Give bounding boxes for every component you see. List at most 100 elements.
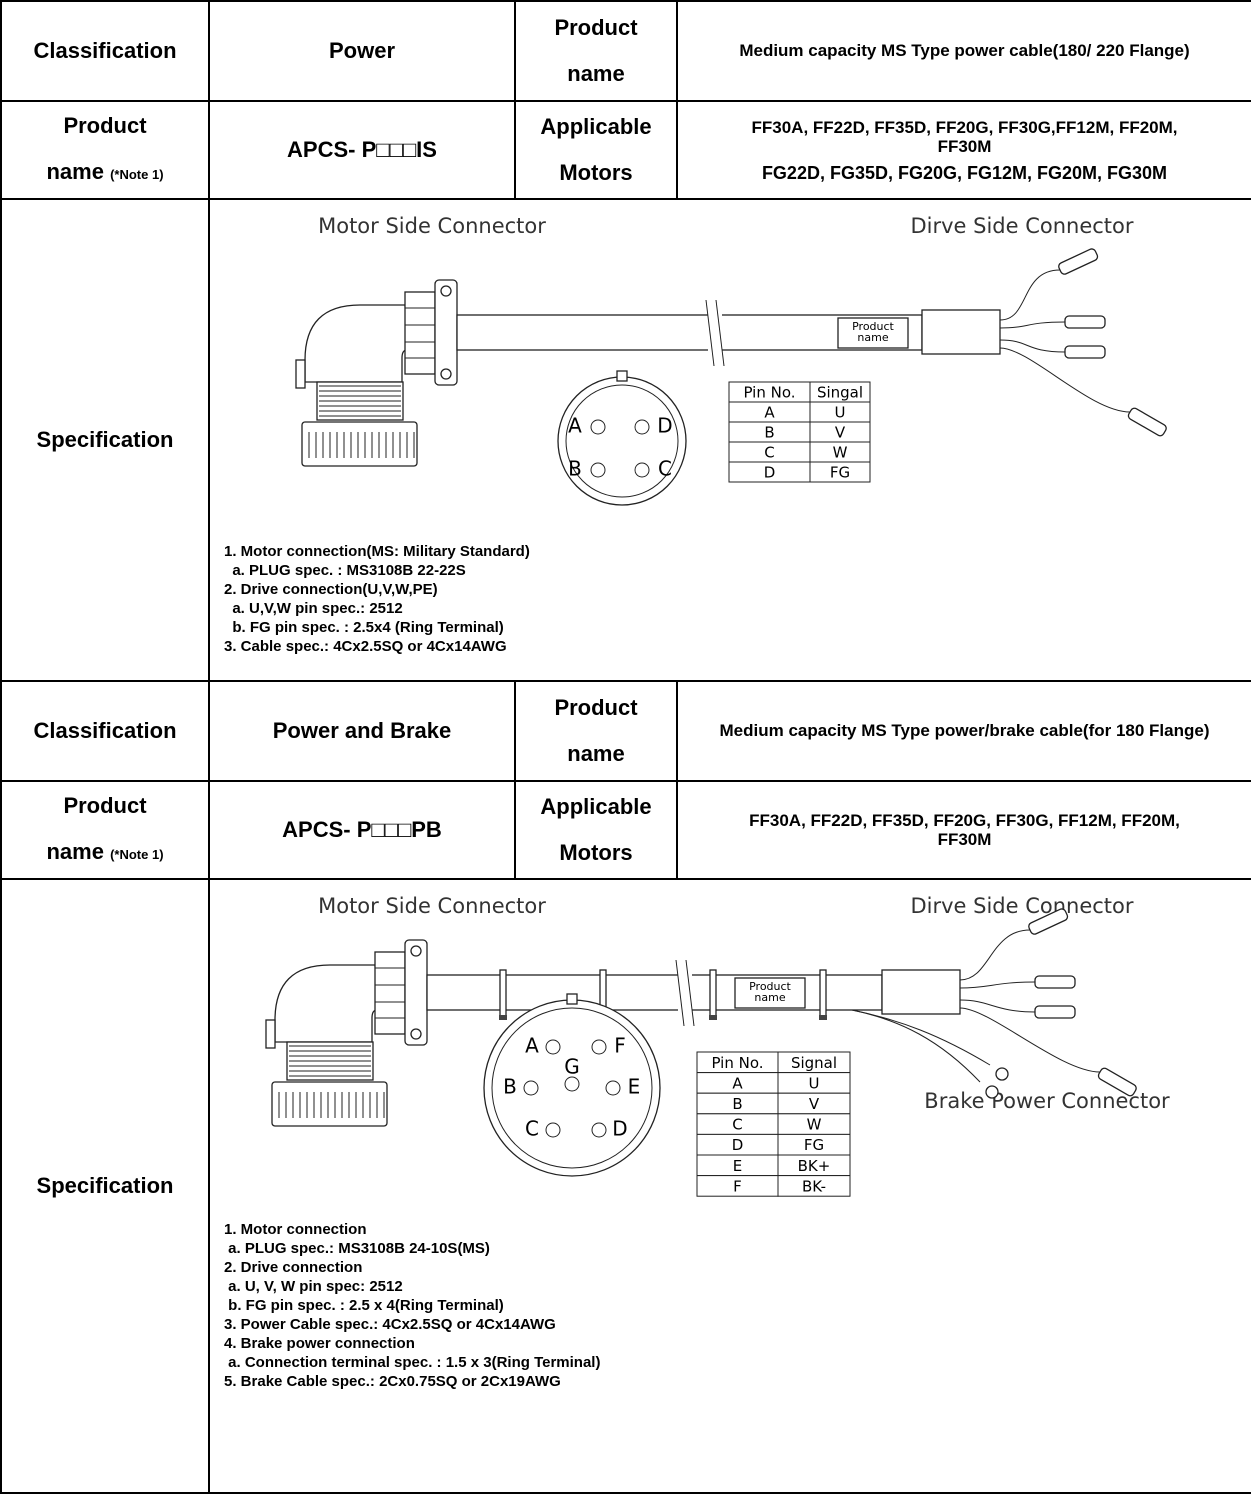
pin xyxy=(590,462,606,478)
label-line: Product xyxy=(63,112,147,138)
shape xyxy=(1064,315,1106,329)
shape xyxy=(959,981,1036,989)
table-text: D xyxy=(764,464,776,482)
pin xyxy=(564,1076,580,1092)
note-line: a. PLUG spec.: MS3108B 24-10S(MS) xyxy=(224,1240,490,1257)
shape xyxy=(426,974,883,1011)
row: Specification Motor Side Connector Dirve S… xyxy=(0,878,1251,1494)
pin-letter: D xyxy=(612,1117,627,1141)
label-line: Motors xyxy=(559,840,633,865)
table-text: BK- xyxy=(802,1177,826,1195)
label: Dirve Side Connector xyxy=(910,894,1133,918)
shape xyxy=(881,969,961,1015)
tag-text: name xyxy=(754,991,785,1004)
note-line: 3. Cable spec.: 4Cx2.5SQ or 4Cx14AWG xyxy=(224,638,507,655)
notes: 1. Motor connection a. PLUG spec.: MS310… xyxy=(224,1220,600,1391)
table-cell xyxy=(777,1175,851,1197)
pin xyxy=(591,1122,607,1138)
note-line: a. U,V,W pin spec.: 2512 xyxy=(224,600,403,617)
shape xyxy=(999,321,1066,329)
table-text: F xyxy=(733,1177,742,1195)
shape xyxy=(685,959,695,1027)
note-line: 1. Motor connection(MS: Military Standar… xyxy=(224,543,530,560)
cell: FF30A, FF22D, FF35D, FF20G, FF30G,FF12M,… xyxy=(676,100,1251,200)
pin xyxy=(545,1122,561,1138)
note-line: 2. Drive connection(U,V,W,PE) xyxy=(224,581,438,598)
pin xyxy=(634,419,650,435)
pin xyxy=(523,1080,539,1096)
shape xyxy=(921,309,1001,355)
shape xyxy=(851,1009,981,1083)
table-text: D xyxy=(732,1136,744,1154)
note: (*Note 1) xyxy=(110,166,164,182)
table-text: V xyxy=(835,424,846,442)
label-line: name xyxy=(567,741,625,766)
spec-box: Motor Side Connector Dirve Side Connector… xyxy=(210,880,1251,1492)
shape xyxy=(265,1019,276,1049)
shape xyxy=(999,269,1061,321)
pin xyxy=(605,1080,621,1096)
shape xyxy=(999,347,1131,413)
pin xyxy=(591,1039,607,1055)
label-line: name xyxy=(567,61,625,86)
pin-letter: C xyxy=(525,1117,539,1141)
table-cell xyxy=(809,461,871,483)
shape xyxy=(959,929,1031,981)
pin-letter: D xyxy=(657,414,672,438)
spec-box: Motor Side Connector Dirve Side Connector… xyxy=(210,200,1251,680)
note-line: b. FG pin spec. : 2.5 x 4(Ring Terminal) xyxy=(224,1297,504,1314)
shape xyxy=(410,1028,422,1040)
shape xyxy=(837,317,909,349)
shape xyxy=(715,299,725,367)
cell: Classification xyxy=(0,0,210,102)
table-text: U xyxy=(835,404,846,422)
note-line: 3. Power Cable spec.: 4Cx2.5SQ or 4Cx14A… xyxy=(224,1316,556,1333)
note-line: a. U, V, W pin spec: 2512 xyxy=(224,1278,403,1295)
notch xyxy=(616,370,628,382)
label-line: Applicable xyxy=(540,114,652,139)
pin-letter: A xyxy=(525,1034,539,1058)
shape xyxy=(274,964,378,1043)
table-text: A xyxy=(732,1074,743,1092)
shape xyxy=(404,291,436,375)
label: Dirve Side Connector xyxy=(910,214,1133,238)
shape xyxy=(709,1015,717,1020)
note-line: a. Connection terminal spec. : 1.5 x 3(R… xyxy=(224,1354,601,1371)
cell: Motor Side Connector Dirve Side Connector… xyxy=(208,878,1251,1494)
row: Specification Motor Side Connector Dirve S… xyxy=(0,198,1251,682)
pin-letter: B xyxy=(503,1075,517,1099)
table-text: W xyxy=(807,1116,822,1134)
shape xyxy=(1064,345,1106,359)
note-line: 1. Motor connection xyxy=(224,1221,367,1238)
table-text: V xyxy=(809,1095,820,1113)
cell: Product name (*Note 1) xyxy=(0,100,210,200)
motor-line: FG22D, FG35D, FG20G, FG12M, FG20M, FG30M xyxy=(761,162,1168,183)
cell: Specification xyxy=(0,878,210,1494)
connector xyxy=(565,384,679,498)
cell: Motor Side Connector Dirve Side Connector… xyxy=(208,198,1251,682)
motor-line: FF30A, FF22D, FF35D, FF20G, FF30G, FF12M… xyxy=(749,811,1180,849)
shape xyxy=(1097,1067,1137,1097)
shape xyxy=(410,945,422,957)
pin-letter: E xyxy=(628,1075,641,1099)
row: Classification Power and Brake Product name… xyxy=(0,680,1251,782)
shape xyxy=(1034,1005,1076,1019)
shape xyxy=(301,421,418,467)
row: Classification Power Product name Medium cap… xyxy=(0,0,1251,102)
table-text: B xyxy=(764,424,774,442)
shape xyxy=(1028,908,1069,935)
motor-line: FF30A, FF22D, FF35D, FF20G, FF30G,FF12M,… xyxy=(751,117,1178,156)
table-text: FG xyxy=(830,464,850,482)
shape xyxy=(1058,248,1099,275)
note-line: 4. Brake power connection xyxy=(224,1335,415,1352)
tag-text: name xyxy=(857,331,888,344)
pin-letter: A xyxy=(568,414,582,438)
cell: APCS- P□□□PB xyxy=(208,780,516,880)
pin-letter: G xyxy=(564,1055,580,1079)
shape xyxy=(1034,975,1076,989)
note-line: a. PLUG spec. : MS3108B 22-22S xyxy=(224,562,466,579)
label-line: Product xyxy=(63,792,147,818)
